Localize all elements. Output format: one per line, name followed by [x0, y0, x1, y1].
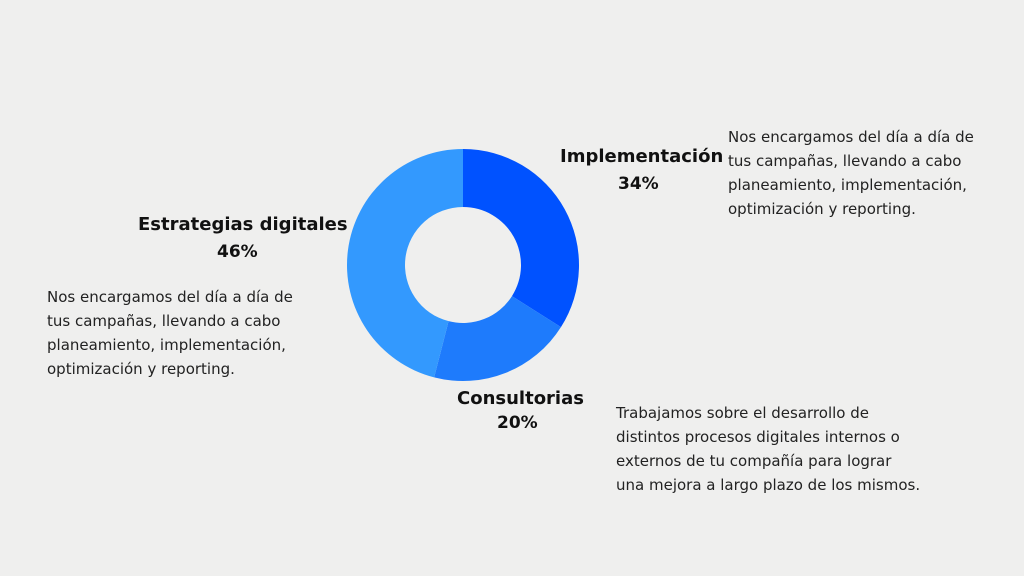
description-consultorias: Trabajamos sobre el desarrollo de distin… [616, 401, 920, 497]
description-line: optimización y reporting. [47, 360, 235, 378]
description-line: distintos procesos digitales internos o [616, 428, 900, 446]
slice-label-implementacion: Implementación [560, 146, 724, 167]
description-line: Nos encargamos del día a día de [728, 128, 974, 146]
description-line: Trabajamos sobre el desarrollo de [616, 404, 869, 422]
description-line: tus campañas, llevando a cabo [47, 312, 281, 330]
slice-value-consultorias: 20% [497, 413, 538, 433]
slice-estrategias [346, 149, 463, 378]
description-line: externos de tu compañía para lograr [616, 452, 892, 470]
slice-label-consultorias: Consultorias [457, 388, 584, 409]
slice-value-estrategias: 46% [217, 242, 258, 262]
description-line: planeamiento, implementación, [47, 336, 286, 354]
description-line: tus campañas, llevando a cabo [728, 152, 962, 170]
slice-consultorias [434, 296, 561, 382]
description-line: una mejora a largo plazo de los mismos. [616, 476, 921, 494]
slice-value-implementacion: 34% [618, 174, 659, 194]
description-line: Nos encargamos del día a día de [47, 288, 293, 306]
description-line: planeamiento, implementación, [728, 176, 967, 194]
slice-label-estrategias: Estrategias digitales [138, 214, 348, 235]
description-implementacion: Nos encargamos del día a día de tus camp… [728, 125, 974, 221]
description-line: optimización y reporting. [728, 200, 916, 218]
description-estrategias: Nos encargamos del día a día de tus camp… [47, 285, 293, 381]
slice-implementacion [463, 149, 579, 328]
